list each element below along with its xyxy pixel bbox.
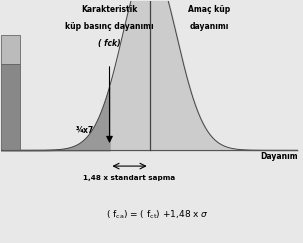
- Bar: [1, 64, 20, 150]
- Text: Karakteristik: Karakteristik: [81, 5, 137, 14]
- Text: küp basınç dayanımı: küp basınç dayanımı: [65, 22, 153, 31]
- Text: ¾х7: ¾х7: [76, 126, 94, 135]
- Text: Amaç küp: Amaç küp: [188, 5, 230, 14]
- Text: Dayanım: Dayanım: [261, 152, 298, 161]
- Text: ( fck): ( fck): [98, 39, 120, 48]
- Bar: [1, 35, 20, 64]
- Text: dayanımı: dayanımı: [189, 22, 229, 31]
- Text: ( $\mathregular{f_{ca}}$) = ( $\mathregular{f_{ct}}$) +1,48 x $\sigma$: ( $\mathregular{f_{ca}}$) = ( $\mathregu…: [106, 209, 209, 221]
- Text: 1,48 x standart sapma: 1,48 x standart sapma: [83, 174, 176, 181]
